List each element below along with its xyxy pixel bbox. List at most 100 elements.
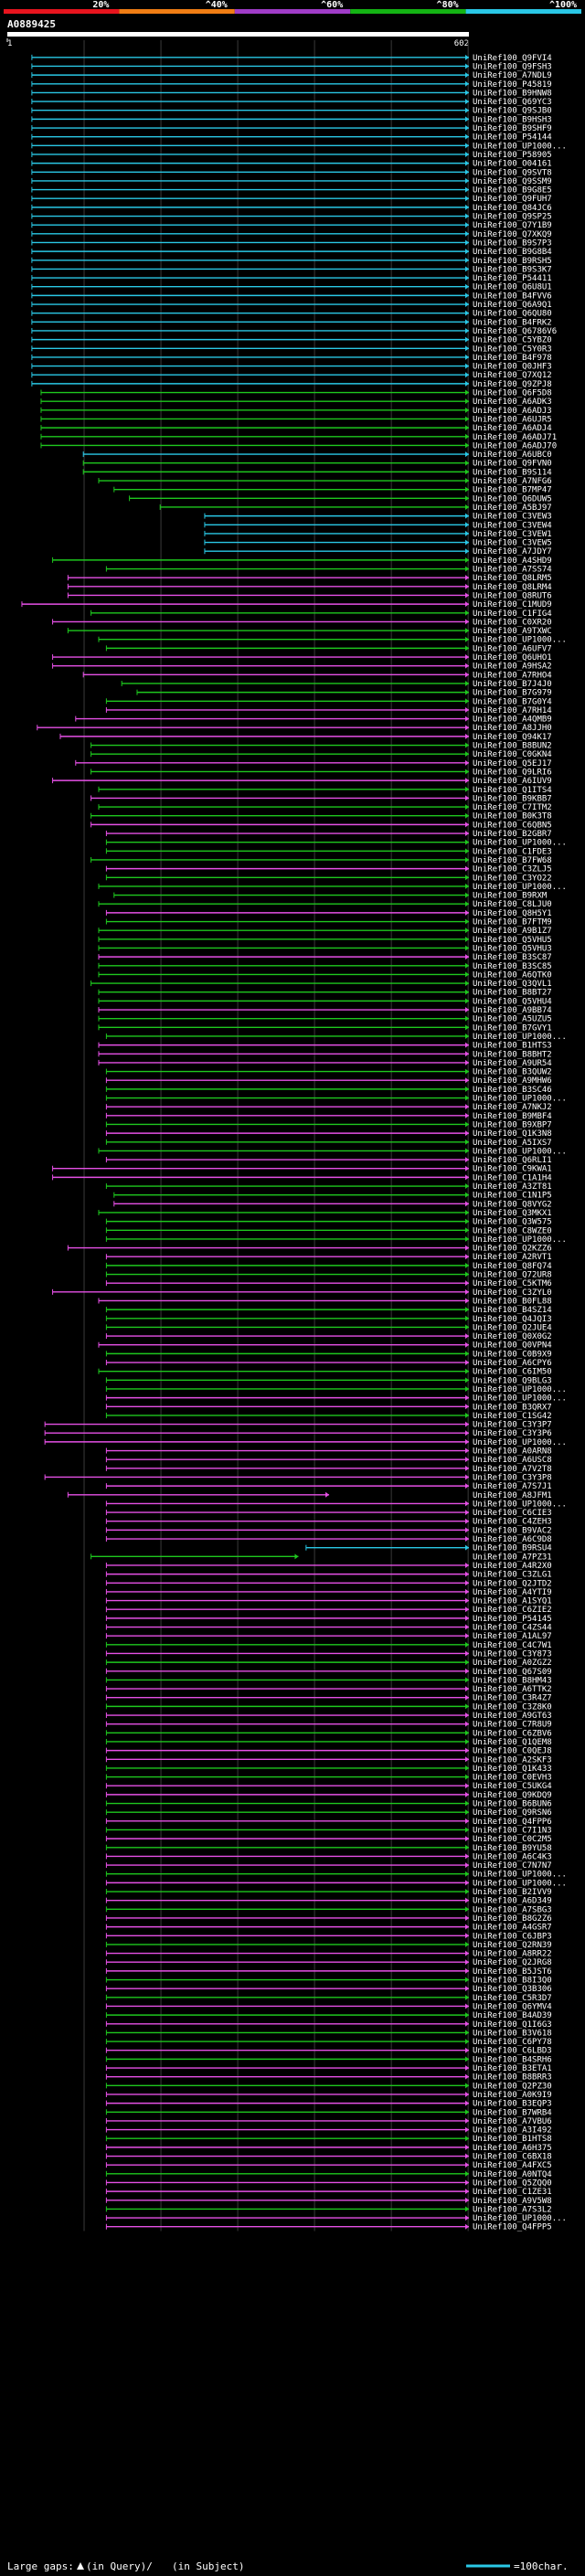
hit-row[interactable]: UniRef100_B9RSU4 <box>305 1544 552 1553</box>
hit-row[interactable]: UniRef100_A7NFG6 <box>98 477 552 486</box>
hit-label[interactable]: UniRef100_C7N7N7 <box>473 1861 552 1871</box>
hit-label[interactable]: UniRef100_B9YU58 <box>473 1844 552 1853</box>
hit-label[interactable]: UniRef100_UP1000... <box>473 1394 567 1404</box>
hit-row[interactable]: UniRef100_A9BB74 <box>98 1006 552 1015</box>
hit-label[interactable]: UniRef100_C6BX18 <box>473 2153 552 2162</box>
hit-label[interactable]: UniRef100_A4SHD9 <box>473 557 552 566</box>
hit-label[interactable]: UniRef100_Q2JUE4 <box>473 1323 552 1332</box>
hit-row[interactable]: UniRef100_C3VEW4 <box>204 521 552 530</box>
hit-label[interactable]: UniRef100_Q2PZ30 <box>473 2082 552 2091</box>
hit-row[interactable]: UniRef100_Q2RN39 <box>105 1941 552 1950</box>
hit-label[interactable]: UniRef100_C7I1N3 <box>473 1826 552 1835</box>
hit-row[interactable]: UniRef100_Q6786V6 <box>31 327 557 336</box>
hit-row[interactable]: UniRef100_B7GVY1 <box>98 1023 552 1033</box>
hit-row[interactable]: UniRef100_B8BT27 <box>98 989 552 998</box>
hit-label[interactable]: UniRef100_A6ADK3 <box>473 398 552 407</box>
hit-row[interactable]: UniRef100_A9B1Z7 <box>98 927 552 936</box>
hit-row[interactable]: UniRef100_UP1000... <box>31 142 567 151</box>
hit-row[interactable]: UniRef100_C6ZIE2 <box>105 1606 552 1615</box>
hit-label[interactable]: UniRef100_A7NKJ2 <box>473 1103 552 1112</box>
hit-label[interactable]: UniRef100_UP1000... <box>473 2214 567 2223</box>
hit-row[interactable]: UniRef100_B3QRX7 <box>105 1403 552 1412</box>
hit-label[interactable]: UniRef100_C7R8U9 <box>473 1721 552 1730</box>
hit-label[interactable]: UniRef100_Q1ITS4 <box>473 786 552 795</box>
hit-row[interactable]: UniRef100_Q2PZ30 <box>105 2082 552 2091</box>
hit-label[interactable]: UniRef100_A7SBG3 <box>473 1905 552 1914</box>
hit-row[interactable]: UniRef100_B2GBR7 <box>105 830 552 839</box>
hit-row[interactable]: UniRef100_Q0VPN4 <box>98 1341 552 1351</box>
hit-row[interactable]: UniRef100_Q9BLG3 <box>105 1376 552 1385</box>
hit-label[interactable]: UniRef100_A4R2X0 <box>473 1562 552 1571</box>
hit-label[interactable]: UniRef100_Q8VYG2 <box>473 1200 552 1209</box>
hit-label[interactable]: UniRef100_B7G979 <box>473 689 552 698</box>
hit-label[interactable]: UniRef100_Q6UHO1 <box>473 653 552 663</box>
hit-label[interactable]: UniRef100_A9V5W8 <box>473 2197 552 2206</box>
hit-row[interactable]: UniRef100_Q9FVI4 <box>31 54 552 63</box>
hit-label[interactable]: UniRef100_A8RR22 <box>473 1950 552 1959</box>
hit-row[interactable]: UniRef100_A0K9I9 <box>105 2091 552 2100</box>
hit-row[interactable]: UniRef100_B9HNW8 <box>31 89 552 98</box>
hit-label[interactable]: UniRef100_A6ADJ3 <box>473 407 552 416</box>
hit-label[interactable]: UniRef100_A0NTQ4 <box>473 2170 552 2179</box>
hit-label[interactable]: UniRef100_P58905 <box>473 151 552 160</box>
hit-row[interactable]: UniRef100_Q4JQI3 <box>105 1315 552 1324</box>
hit-label[interactable]: UniRef100_UP1000... <box>473 839 567 848</box>
hit-row[interactable]: UniRef100_Q4FPP6 <box>105 1818 552 1827</box>
hit-row[interactable]: UniRef100_UP1000... <box>105 1871 567 1880</box>
hit-label[interactable]: UniRef100_B2GBR7 <box>473 830 552 839</box>
hit-row[interactable]: UniRef100_A7NKJ2 <box>105 1103 552 1112</box>
hit-label[interactable]: UniRef100_A6ADJ71 <box>473 433 557 442</box>
hit-row[interactable]: UniRef100_C3YO22 <box>105 874 552 883</box>
hit-label[interactable]: UniRef100_A2RVT1 <box>473 1253 552 1262</box>
hit-label[interactable]: UniRef100_A6UJR5 <box>473 415 552 424</box>
hit-row[interactable]: UniRef100_Q1K433 <box>105 1765 552 1774</box>
hit-label[interactable]: UniRef100_UP1000... <box>473 636 567 645</box>
hit-label[interactable]: UniRef100_B8BT27 <box>473 989 552 998</box>
hit-label[interactable]: UniRef100_C5UKG4 <box>473 1782 552 1791</box>
hit-label[interactable]: UniRef100_A4YTI9 <box>473 1588 552 1597</box>
hit-label[interactable]: UniRef100_B3ETA1 <box>473 2064 552 2073</box>
hit-row[interactable]: UniRef100_A6TTK2 <box>105 1685 552 1694</box>
hit-label[interactable]: UniRef100_Q9KDQ9 <box>473 1791 552 1800</box>
hit-label[interactable]: UniRef100_A6TTK2 <box>473 1685 552 1694</box>
hit-label[interactable]: UniRef100_Q1QEM8 <box>473 1738 552 1747</box>
hit-label[interactable]: UniRef100_Q6U8U1 <box>473 283 552 292</box>
hit-row[interactable]: UniRef100_Q2KZZ6 <box>67 1245 552 1254</box>
hit-row[interactable]: UniRef100_A4YTI9 <box>105 1588 552 1597</box>
hit-row[interactable]: UniRef100_Q8RUT6 <box>67 591 552 600</box>
hit-row[interactable]: UniRef100_C6QBN5 <box>90 821 552 830</box>
hit-label[interactable]: UniRef100_C1FIG4 <box>473 610 552 619</box>
hit-label[interactable]: UniRef100_B4SZ14 <box>473 1306 552 1315</box>
hit-label[interactable]: UniRef100_C6ZBV6 <box>473 1729 552 1738</box>
hit-label[interactable]: UniRef100_O04161 <box>473 160 552 169</box>
hit-label[interactable]: UniRef100_C0XR20 <box>473 618 552 627</box>
hit-row[interactable]: UniRef100_C8LJU0 <box>98 900 552 909</box>
hit-row[interactable]: UniRef100_B7G979 <box>136 689 552 698</box>
hit-row[interactable]: UniRef100_Q6A9Q1 <box>31 301 552 310</box>
hit-row[interactable]: UniRef100_A7PZ31 <box>90 1553 552 1562</box>
hit-row[interactable]: UniRef100_A9HSA2 <box>52 663 552 672</box>
hit-row[interactable]: UniRef100_Q72UR8 <box>105 1271 552 1280</box>
hit-row[interactable]: UniRef100_Q8H5Y1 <box>105 909 552 918</box>
hit-label[interactable]: UniRef100_C0B9X9 <box>473 1350 552 1359</box>
hit-row[interactable]: UniRef100_C5YBZ0 <box>31 336 552 345</box>
hit-row[interactable]: UniRef100_Q9ZPJ8 <box>31 380 552 389</box>
hit-row[interactable]: UniRef100_A4R2X0 <box>105 1562 552 1571</box>
hit-label[interactable]: UniRef100_Q0X0G2 <box>473 1332 552 1341</box>
hit-label[interactable]: UniRef100_A0ZGZ2 <box>473 1659 552 1668</box>
hit-row[interactable]: UniRef100_A4SHD9 <box>52 557 552 566</box>
hit-row[interactable]: UniRef100_UP1000... <box>105 1394 567 1404</box>
hit-row[interactable]: UniRef100_C6PY78 <box>105 2038 552 2047</box>
hit-row[interactable]: UniRef100_Q9SSM9 <box>31 177 552 186</box>
hit-label[interactable]: UniRef100_A6UFV7 <box>473 644 552 653</box>
hit-row[interactable]: UniRef100_P54144 <box>31 133 552 143</box>
hit-row[interactable]: UniRef100_A9V5W8 <box>105 2197 552 2206</box>
hit-row[interactable]: UniRef100_Q2JUE4 <box>105 1323 552 1332</box>
hit-label[interactable]: UniRef100_UP1000... <box>473 1438 567 1447</box>
hit-label[interactable]: UniRef100_C5Y0R3 <box>473 345 552 354</box>
hit-label[interactable]: UniRef100_A6ADJ4 <box>473 424 552 433</box>
hit-label[interactable]: UniRef100_A7RHO4 <box>473 671 552 680</box>
hit-row[interactable]: UniRef100_C3ZLJ5 <box>105 865 552 875</box>
hit-label[interactable]: UniRef100_C5KTM6 <box>473 1279 552 1288</box>
hit-row[interactable]: UniRef100_Q3W575 <box>105 1218 552 1227</box>
